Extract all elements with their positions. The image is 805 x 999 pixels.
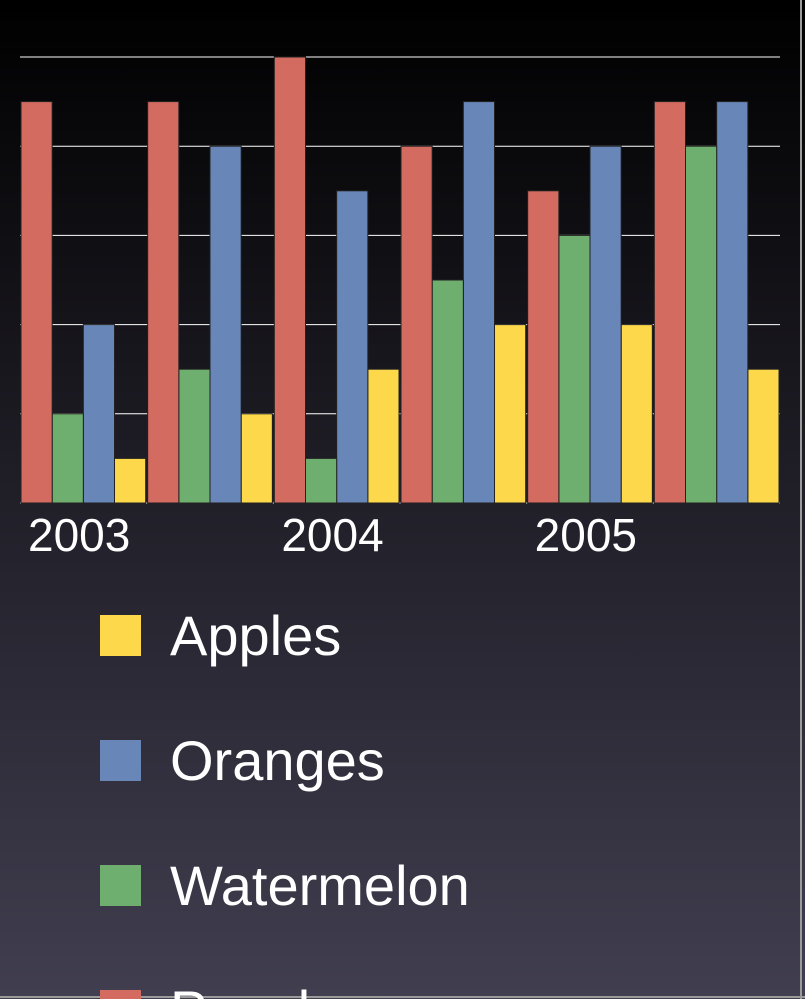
bar xyxy=(685,145,718,504)
bar xyxy=(240,413,273,504)
bar xyxy=(653,101,686,504)
bar xyxy=(558,234,591,504)
bar xyxy=(527,190,560,504)
legend-label: Apples xyxy=(170,604,341,667)
legend-swatch xyxy=(100,865,141,906)
legend-swatch xyxy=(100,615,141,656)
legend-label: Oranges xyxy=(170,729,385,792)
bar xyxy=(747,368,780,504)
bar xyxy=(273,56,307,504)
bar xyxy=(305,457,338,504)
bar xyxy=(336,190,369,504)
bar xyxy=(147,101,180,504)
bar xyxy=(620,324,653,504)
bar xyxy=(51,413,84,504)
bar xyxy=(716,101,749,504)
legend-label: Peaches xyxy=(170,979,388,999)
bar xyxy=(114,457,147,504)
legend-swatch xyxy=(100,740,141,781)
bar xyxy=(178,368,211,504)
bar xyxy=(367,368,400,504)
bar xyxy=(431,279,464,504)
bar xyxy=(494,324,527,504)
legend-label: Watermelon xyxy=(170,854,470,917)
x-tick-label: 2004 xyxy=(281,509,383,561)
legend-swatch xyxy=(100,990,141,999)
bar xyxy=(462,101,496,504)
bar xyxy=(209,145,242,504)
bar xyxy=(20,101,53,504)
x-tick-label: 2005 xyxy=(535,509,637,561)
x-tick-label: 2003 xyxy=(28,509,130,561)
bar xyxy=(589,145,622,504)
bar xyxy=(82,324,116,504)
bar xyxy=(400,145,433,504)
